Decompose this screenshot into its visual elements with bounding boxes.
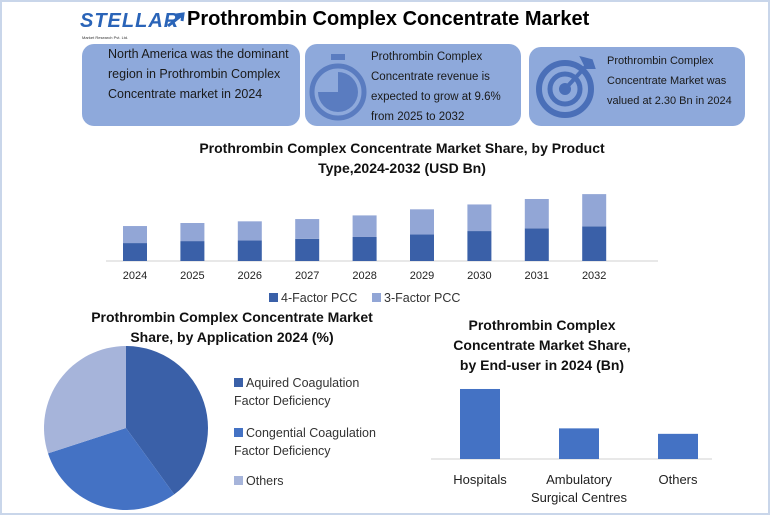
legend-4-factor: 4-Factor PCC [269, 291, 357, 305]
bar-ambulatory-surgical-centres [559, 428, 599, 459]
page-title: Prothrombin Complex Concentrate Market [187, 8, 590, 30]
pie-legend-aquired: Aquired Coagulation Factor Deficiency [234, 374, 394, 410]
bar-3-factor-2024 [123, 226, 147, 244]
pie-slice-1 [48, 428, 175, 510]
pie-slice-0 [126, 346, 208, 495]
bar-4-factor-2026 [237, 240, 262, 261]
bar-4-factor-2025 [180, 241, 205, 261]
end-user-bar-chart [431, 388, 712, 460]
bar-3-factor-2028 [352, 215, 377, 237]
info-card-growth: Prothrombin Complex Concentrate revenue … [305, 44, 521, 126]
pie-legend-others: Others [234, 474, 284, 488]
legend-label: 4-Factor PCC [281, 291, 358, 305]
pie-slice-2 [43, 346, 126, 454]
x-tick-label: 2032 [581, 270, 607, 282]
legend-label: Aquired Coagulation Factor Deficiency [234, 376, 360, 408]
bar-4-factor-2031 [524, 228, 549, 261]
product-type-stacked-bar-chart [106, 194, 658, 262]
pie-legend-congential: Congential Coagulation Factor Deficiency [234, 424, 404, 460]
arrow-icon [167, 12, 185, 28]
bar-others [658, 433, 698, 459]
bar-3-factor-2031 [524, 198, 549, 229]
legend-swatch [372, 293, 381, 302]
x-tick-label: 2030 [467, 270, 492, 282]
legend-swatch [269, 293, 278, 302]
legend-3-factor: 3-Factor PCC [372, 291, 460, 305]
bar-4-factor-2029 [410, 234, 434, 261]
application-chart-title: Prothrombin Complex Concentrate Market S… [91, 309, 373, 345]
card-text: Prothrombin Complex Concentrate revenue … [371, 51, 501, 123]
x-tick-label: 2028 [352, 270, 377, 282]
bar-3-factor-2025 [180, 223, 205, 242]
logo-subtitle: Market Research Pvt. Ltd. [82, 35, 129, 40]
card-text: Prothrombin Complex Concentrate Market w… [607, 55, 732, 107]
target-icon [536, 56, 596, 118]
bar-hospitals [460, 388, 500, 459]
x-tick-label: 2025 [180, 270, 205, 282]
legend-label: 3-Factor PCC [384, 291, 461, 305]
bar-4-factor-2030 [467, 231, 492, 261]
legend-label: Others [246, 474, 284, 488]
stopwatch-icon [309, 54, 367, 121]
x-tick-label: 2026 [237, 270, 263, 282]
logo-text: STELLAR [80, 10, 180, 32]
bar-3-factor-2030 [467, 204, 492, 232]
bar-3-factor-2029 [410, 209, 434, 235]
x-tick-label: Others [658, 472, 698, 487]
bar-4-factor-2024 [123, 243, 147, 261]
card-text: North America was the dominant region in… [108, 47, 289, 101]
x-tick-label: Hospitals [453, 472, 507, 487]
bar-4-factor-2032 [582, 226, 607, 261]
x-tick-label: 2027 [294, 270, 320, 282]
end-user-chart-title: Prothrombin Complex Concentrate Market S… [453, 317, 631, 373]
bar-3-factor-2032 [582, 194, 607, 227]
info-card-region: North America was the dominant region in… [82, 44, 300, 126]
bar-3-factor-2026 [237, 221, 262, 241]
x-tick-label: Ambulatory Surgical Centres [530, 472, 628, 505]
bar-4-factor-2027 [295, 238, 320, 261]
product-chart-title: Prothrombin Complex Concentrate Market S… [199, 140, 605, 176]
info-card-value: Prothrombin Complex Concentrate Market w… [529, 47, 745, 126]
x-tick-label: 2024 [122, 270, 148, 282]
x-tick-label: 2031 [524, 270, 550, 282]
bar-3-factor-2027 [295, 219, 320, 239]
x-tick-label: 2029 [409, 270, 435, 282]
stellar-logo: STELLAR Market Research Pvt. Ltd. [80, 10, 190, 42]
bar-4-factor-2028 [352, 236, 377, 261]
legend-label: Congential Coagulation Factor Deficiency [234, 426, 376, 458]
application-pie-chart [43, 346, 208, 510]
